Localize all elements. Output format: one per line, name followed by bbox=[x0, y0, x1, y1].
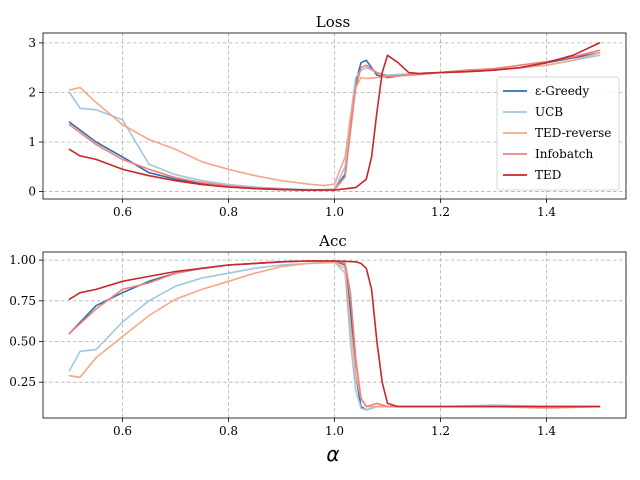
loss-ytick-label: 2 bbox=[28, 85, 36, 99]
loss-ytick-label: 3 bbox=[28, 36, 36, 50]
legend-label-greedy: ε-Greedy bbox=[535, 84, 589, 98]
loss-xtick-label: 1.4 bbox=[537, 205, 556, 219]
legend-label-ucb: UCB bbox=[535, 105, 563, 119]
loss-xtick-label: 1.2 bbox=[431, 205, 450, 219]
loss-xtick-label: 0.8 bbox=[219, 205, 238, 219]
acc-series-ted bbox=[68, 260, 601, 408]
acc-panel: Acc 0.6 0.8 1.0 1.2 1.4 0.25 0.50 0.75 1.00 α bbox=[9, 232, 627, 466]
legend-box bbox=[496, 76, 620, 191]
loss-panel: Loss 0.6 0.8 1.0 1.2 1.4 0 1 2 3 ε-Greedy UCB TED-… bbox=[28, 13, 627, 219]
acc-xtick-label: 1.0 bbox=[325, 424, 344, 438]
loss-axes-frame bbox=[42, 32, 627, 200]
acc-xtick-label: 0.8 bbox=[219, 424, 238, 438]
x-axis-label: α bbox=[326, 442, 339, 466]
loss-ytick-label: 0 bbox=[28, 185, 36, 199]
acc-ytick-label: 0.50 bbox=[9, 335, 36, 349]
acc-ytick-label: 0.25 bbox=[9, 375, 36, 389]
loss-series-ted bbox=[68, 42, 601, 191]
acc-xtick-label: 1.4 bbox=[537, 424, 556, 438]
loss-ytick-label: 1 bbox=[28, 135, 36, 149]
loss-series-infobatch bbox=[68, 49, 601, 191]
acc-title: Acc bbox=[318, 232, 347, 250]
loss-title: Loss bbox=[316, 13, 350, 31]
loss-xtick-label: 0.6 bbox=[113, 205, 132, 219]
legend-label-infobatch: Infobatch bbox=[535, 147, 594, 161]
legend-label-ted-reverse: TED-reverse bbox=[535, 126, 611, 140]
acc-xtick-label: 0.6 bbox=[113, 424, 132, 438]
acc-axes-frame bbox=[42, 251, 627, 419]
acc-ytick-label: 1.00 bbox=[9, 253, 36, 267]
loss-xtick-label: 1.0 bbox=[325, 205, 344, 219]
acc-xtick-label: 1.2 bbox=[431, 424, 450, 438]
legend-label-ted: TED bbox=[535, 168, 561, 182]
acc-ytick-label: 0.75 bbox=[9, 294, 36, 308]
